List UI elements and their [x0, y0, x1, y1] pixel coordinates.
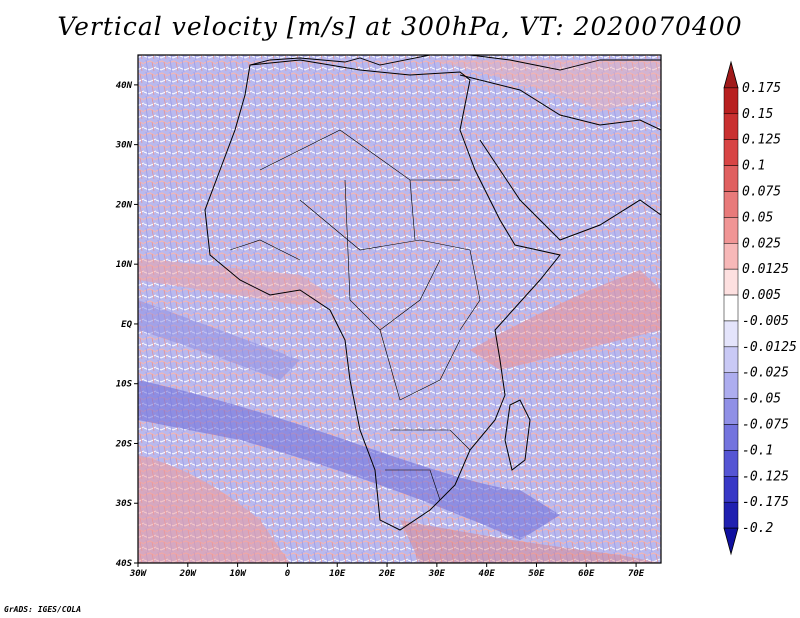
ascent-region-middle-east	[430, 60, 661, 110]
itcz-ascent-band	[138, 258, 340, 305]
lat-tick-label: 20S	[115, 439, 133, 449]
lon-tick-label: 30W	[129, 569, 148, 579]
colorbar-swatch	[723, 320, 739, 348]
ascent-region-indian-ocean	[470, 270, 661, 370]
colorbar-swatch	[723, 113, 739, 140]
latitude-axis: 40N 30N 20N 10N EQ 10S 20S 30S 40S	[115, 81, 138, 569]
colorbar-label: -0.005	[742, 314, 789, 329]
lat-tick-label: 40S	[116, 559, 133, 569]
colorbar-label: -0.1	[742, 443, 773, 458]
colorbar-label: 0.005	[742, 288, 781, 303]
colorbar-swatch	[723, 191, 739, 218]
colorbar-swatch-top	[723, 60, 739, 89]
colorbar-swatch	[723, 501, 739, 529]
lon-tick-label: 10W	[229, 569, 247, 579]
lat-tick-label: 40N	[116, 81, 133, 91]
colorbar-label: -0.175	[742, 495, 789, 510]
colorbar-swatch	[723, 476, 739, 503]
colorbar-swatch	[723, 217, 739, 244]
lon-tick-label: 30E	[428, 569, 446, 579]
colorbar-label: -0.125	[742, 469, 789, 484]
lat-tick-label: EQ	[121, 320, 132, 330]
colorbar-swatch	[723, 87, 739, 115]
colorbar-swatch	[723, 372, 739, 399]
colorbar-swatch	[723, 243, 739, 270]
colorbar-label: -0.075	[742, 418, 789, 433]
colorbar-label: 0.05	[742, 210, 773, 225]
colorbar-swatch	[723, 450, 739, 477]
lat-tick-label: 30N	[115, 141, 133, 151]
longitude-axis: 30W 20W 10W 0 10E 20E 30E 40E 50E 60E 70E	[129, 563, 645, 579]
colorbar: 0.175 0.15 0.125 0.1 0.075 0.05 0.025 0.0125 0.0…	[723, 60, 797, 556]
colorbar-swatch	[723, 424, 739, 451]
colorbar-label: 0.125	[742, 133, 781, 148]
colorbar-swatch	[723, 346, 739, 373]
chart-title: Vertical velocity [m/s] at 300hPa, VT: 2…	[57, 12, 743, 41]
plot-frame	[137, 54, 662, 564]
madagascar-coastline	[504, 399, 531, 471]
lat-tick-label: 10S	[116, 380, 133, 390]
lat-tick-label: 30S	[115, 499, 133, 509]
colorbar-label: 0.0125	[742, 262, 789, 277]
grads-credit: GrADS: IGES/COLA	[4, 605, 82, 614]
colorbar-label: 0.1	[742, 159, 765, 174]
arabia-coast-north	[459, 74, 662, 131]
colorbar-label: -0.05	[742, 392, 781, 407]
country-borders	[229, 129, 481, 501]
colorbar-label: -0.025	[742, 366, 789, 381]
colorbar-swatch	[723, 165, 739, 192]
lon-tick-label: 60E	[578, 569, 595, 579]
colorbar-swatch	[723, 268, 739, 296]
map-plot-area	[138, 54, 662, 563]
ascent-region-southwest	[138, 455, 290, 563]
lon-tick-label: 20W	[179, 569, 198, 579]
lon-tick-label: 70E	[628, 569, 645, 579]
lat-tick-label: 10N	[116, 260, 133, 270]
colorbar-label: 0.075	[742, 184, 781, 199]
subsiding-band	[138, 380, 560, 540]
colorbar-swatch	[723, 294, 739, 322]
lat-tick-label: 20N	[115, 200, 133, 210]
colorbar-swatch	[723, 139, 739, 166]
africa-coastline	[204, 59, 561, 531]
colorbar-label: -0.2	[742, 521, 773, 536]
ascent-band-south	[400, 520, 661, 563]
lon-tick-label: 40E	[479, 569, 496, 579]
colorbar-label: 0.15	[742, 107, 773, 122]
lon-tick-label: 50E	[528, 569, 545, 579]
mediterranean-coast	[249, 54, 661, 71]
colorbar-label: 0.025	[742, 236, 781, 251]
lon-tick-label: 0	[285, 569, 291, 579]
subsiding-band-tropics	[138, 300, 300, 380]
arabia-coast-south	[479, 139, 662, 241]
colorbar-swatch	[723, 398, 739, 425]
lon-tick-label: 10E	[329, 569, 346, 579]
colorbar-label: 0.175	[742, 81, 781, 96]
colorbar-swatch-bottom	[723, 527, 739, 556]
lon-tick-label: 20E	[378, 569, 396, 579]
colorbar-label: -0.0125	[742, 340, 797, 355]
